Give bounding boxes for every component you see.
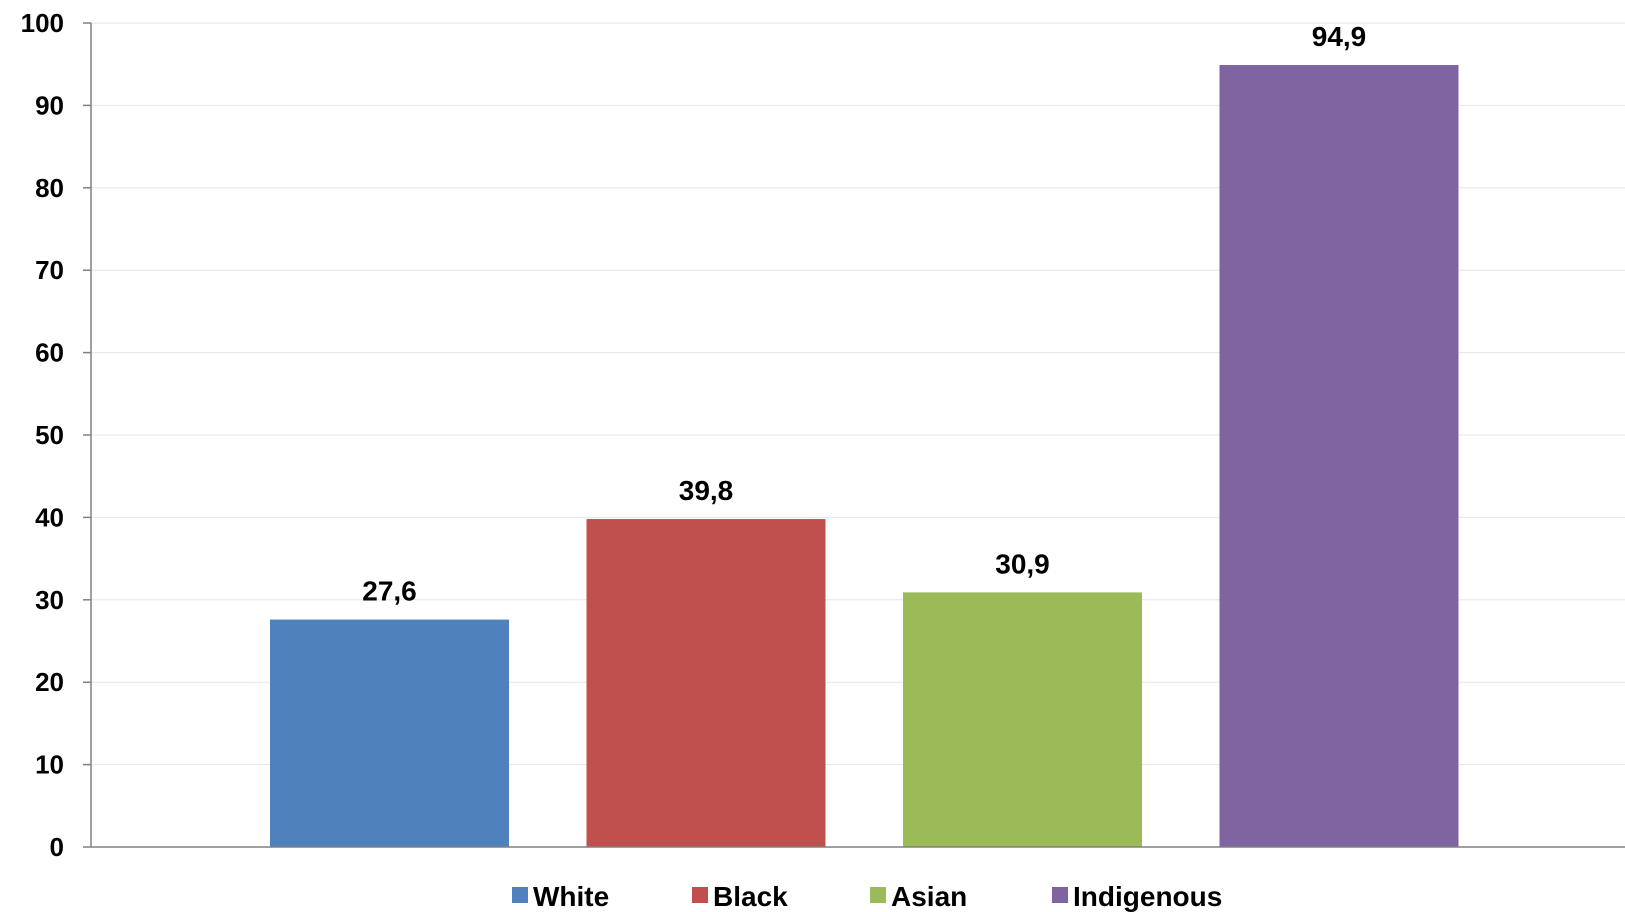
y-tick-label: 80 [35,173,64,203]
y-tick-label: 90 [35,90,64,120]
data-label-indigenous: 94,9 [1312,21,1367,52]
bar-asian [903,592,1142,847]
legend-swatch-indigenous [1052,887,1068,903]
y-tick-label: 70 [35,255,64,285]
legend-label-indigenous: Indigenous [1073,881,1222,912]
data-label-black: 39,8 [679,475,734,506]
legend-swatch-asian [870,887,886,903]
y-tick-label: 10 [35,750,64,780]
legend-label-white: White [533,881,609,912]
legend: White Black Asian Indigenous [512,881,1222,912]
y-tick-label: 100 [21,8,64,38]
y-tick-label: 20 [35,667,64,697]
data-labels: 27,6 39,8 30,9 94,9 [362,21,1366,607]
bar-indigenous [1219,65,1459,848]
bars [270,65,1459,848]
data-label-white: 27,6 [362,576,417,607]
y-axis-ticks: 0 10 20 30 40 50 60 70 80 90 100 [21,8,91,862]
legend-label-black: Black [713,881,788,912]
legend-swatch-black [692,887,708,903]
legend-swatch-white [512,887,528,903]
y-tick-label: 50 [35,420,64,450]
y-tick-label: 60 [35,338,64,368]
legend-label-asian: Asian [891,881,967,912]
data-label-asian: 30,9 [995,548,1050,579]
y-tick-label: 40 [35,502,64,532]
bar-black [586,519,826,847]
bar-white [270,619,509,847]
y-tick-label: 0 [50,832,64,862]
y-tick-label: 30 [35,585,64,615]
